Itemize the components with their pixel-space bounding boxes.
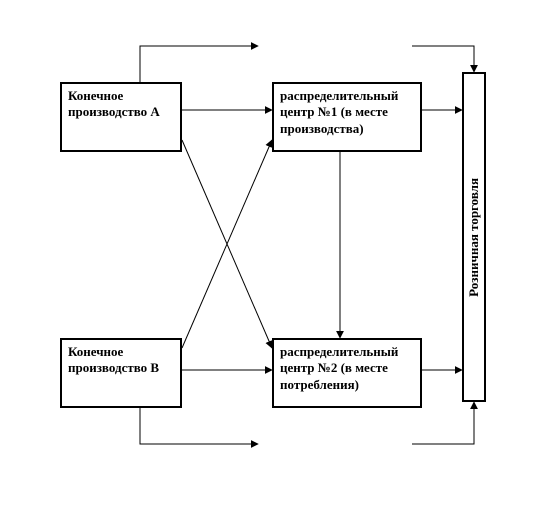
node-label: Конечное производство В <box>68 344 159 375</box>
edge-top_out <box>140 46 258 82</box>
node-label: Розничная торговля <box>466 178 482 297</box>
edge-b_d1 <box>182 140 272 348</box>
diagram-canvas: Конечное производство А Конечное произво… <box>0 0 541 505</box>
node-label: Конечное производство А <box>68 88 160 119</box>
node-production-a: Конечное производство А <box>60 82 182 152</box>
edge-bot_out <box>140 408 258 444</box>
edge-top_in <box>412 46 474 72</box>
edge-a_d2 <box>182 140 272 348</box>
edges-layer <box>0 0 541 505</box>
node-production-b: Конечное производство В <box>60 338 182 408</box>
node-distribution-1: распределительный центр №1 (в месте прои… <box>272 82 422 152</box>
node-retail: Розничная торговля <box>462 72 486 402</box>
node-distribution-2: распределительный центр №2 (в месте потр… <box>272 338 422 408</box>
edge-bot_in <box>412 402 474 444</box>
node-label: распределительный центр №1 (в месте прои… <box>280 88 398 136</box>
node-label: распределительный центр №2 (в месте потр… <box>280 344 398 392</box>
